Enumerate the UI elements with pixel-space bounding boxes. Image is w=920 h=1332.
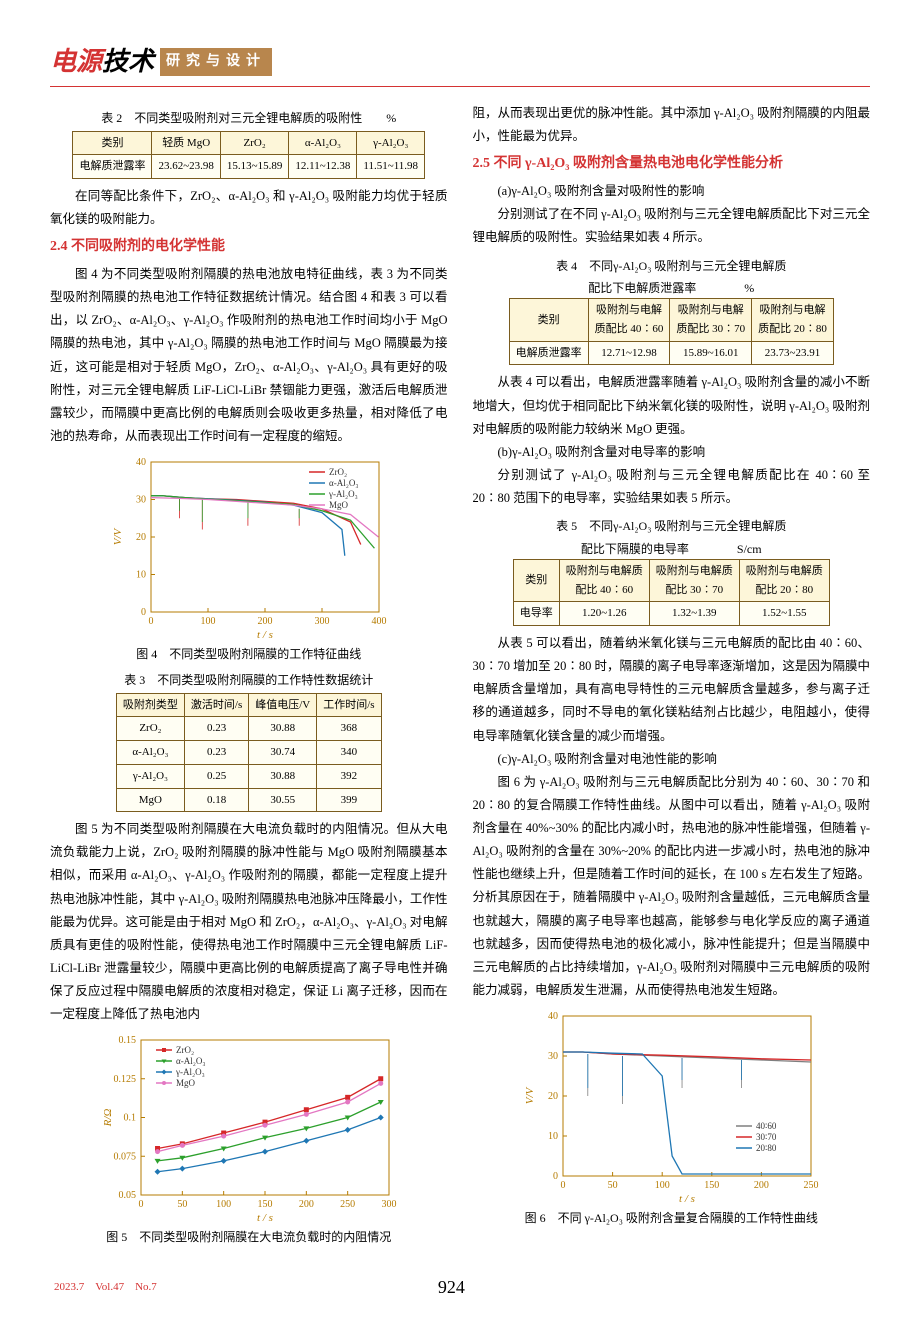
logo-red: 电源 bbox=[50, 47, 102, 76]
para: 阻，从而表现出更优的脉冲性能。其中添加 γ-Al₂O₃ 吸附剂隔膜的内阻最小，性… bbox=[473, 102, 871, 148]
svg-text:40∶60: 40∶60 bbox=[756, 1121, 777, 1131]
svg-text:300: 300 bbox=[381, 1199, 396, 1210]
para: 图 6 为 γ-Al₂O₃ 吸附剂与三元电解质配比分别为 40∶60、30∶70… bbox=[473, 771, 871, 1002]
table-4-caption-1: 表 4 不同γ-Al₂O₃ 吸附剂与三元全锂电解质 bbox=[473, 256, 871, 276]
column-category: 研究与设计 bbox=[160, 48, 272, 76]
figure-4-chart: 0 100 200 300 400 0 10 20 30 40 t / s V/V ZrO₂α-Al₂O… bbox=[109, 452, 389, 642]
table-3-caption: 表 3 不同类型吸附剂隔膜的工作特性数据统计 bbox=[50, 670, 448, 690]
para: 在同等配比条件下，ZrO₂、α-Al₂O₃ 和 γ-Al₂O₃ 吸附能力均优于轻… bbox=[50, 185, 448, 231]
svg-text:400: 400 bbox=[371, 616, 386, 627]
table-2: 表 2 不同类型吸附剂对三元全锂电解质的吸附性 % 类别轻质 MgOZrO₂α-… bbox=[50, 108, 448, 179]
svg-text:ZrO₂: ZrO₂ bbox=[176, 1045, 194, 1055]
svg-text:α-Al₂O₃: α-Al₂O₃ bbox=[329, 478, 359, 488]
figure-5-caption: 图 5 不同类型吸附剂隔膜在大电流负载时的内阻情况 bbox=[50, 1227, 448, 1247]
svg-text:V/V: V/V bbox=[524, 1087, 536, 1105]
svg-text:100: 100 bbox=[200, 616, 215, 627]
para: 图 5 为不同类型吸附剂隔膜在大电流负载时的内阻情况。但从大电流负载能力上说，Z… bbox=[50, 818, 448, 1026]
page-footer: 2023.7 Vol.47 No.7 924 bbox=[50, 1272, 870, 1303]
svg-text:100: 100 bbox=[216, 1199, 231, 1210]
svg-text:t / s: t / s bbox=[257, 629, 273, 641]
svg-text:200: 200 bbox=[299, 1199, 314, 1210]
para: 图 4 为不同类型吸附剂隔膜的热电池放电特征曲线，表 3 为不同类型吸附剂隔膜的… bbox=[50, 263, 448, 448]
left-column: 表 2 不同类型吸附剂对三元全锂电解质的吸附性 % 类别轻质 MgOZrO₂α-… bbox=[50, 102, 448, 1254]
svg-text:γ-Al₂O₃: γ-Al₂O₃ bbox=[175, 1067, 205, 1077]
figure-4-caption: 图 4 不同类型吸附剂隔膜的工作特征曲线 bbox=[50, 644, 448, 664]
svg-text:0: 0 bbox=[553, 1171, 558, 1182]
svg-text:30∶70: 30∶70 bbox=[756, 1132, 777, 1142]
section-2-5-title: 2.5 不同 γ-Al₂O₃ 吸附剂含量热电池电化学性能分析 bbox=[473, 152, 871, 176]
svg-text:0.125: 0.125 bbox=[113, 1074, 136, 1085]
svg-text:0.1: 0.1 bbox=[123, 1113, 136, 1124]
svg-text:0.15: 0.15 bbox=[118, 1035, 136, 1046]
svg-text:40: 40 bbox=[136, 457, 146, 468]
table-4-caption-2: 配比下电解质泄露率 bbox=[588, 281, 696, 295]
journal-logo: 电源技术 bbox=[50, 40, 154, 84]
figure-5-chart: 0 50 100 150 200 250 300 0.05 0.075 0.1 0.125 0.15 t… bbox=[99, 1030, 399, 1225]
svg-text:0: 0 bbox=[148, 616, 153, 627]
svg-text:20∶80: 20∶80 bbox=[756, 1143, 777, 1153]
svg-text:200: 200 bbox=[754, 1180, 769, 1191]
svg-text:MgO: MgO bbox=[329, 500, 349, 510]
logo-black: 技术 bbox=[102, 47, 154, 76]
table-5-caption-2: 配比下隔膜的电导率 bbox=[581, 542, 689, 556]
svg-text:150: 150 bbox=[705, 1180, 720, 1191]
svg-text:20: 20 bbox=[548, 1091, 558, 1102]
svg-text:R/Ω: R/Ω bbox=[102, 1109, 114, 1128]
svg-text:10: 10 bbox=[136, 570, 146, 581]
svg-text:30: 30 bbox=[136, 495, 146, 506]
para: 分别测试了 γ-Al₂O₃ 吸附剂与三元全锂电解质配比在 40∶60 至 20∶… bbox=[473, 464, 871, 510]
table-2-caption: 表 2 不同类型吸附剂对三元全锂电解质的吸附性 % bbox=[50, 108, 448, 128]
svg-text:50: 50 bbox=[608, 1180, 618, 1191]
table-4: 表 4 不同γ-Al₂O₃ 吸附剂与三元全锂电解质 配比下电解质泄露率 % 类别… bbox=[473, 256, 871, 366]
svg-text:t / s: t / s bbox=[679, 1193, 695, 1205]
figure-6-caption: 图 6 不同 γ-Al₂O₃ 吸附剂含量复合隔膜的工作特性曲线 bbox=[473, 1208, 871, 1228]
table-3: 表 3 不同类型吸附剂隔膜的工作特性数据统计 吸附剂类型激活时间/s峰值电压/V… bbox=[50, 670, 448, 812]
para: 从表 5 可以看出，随着纳米氧化镁与三元电解质的配比由 40∶60、30∶70 … bbox=[473, 632, 871, 748]
svg-text:0: 0 bbox=[561, 1180, 566, 1191]
svg-text:10: 10 bbox=[548, 1131, 558, 1142]
svg-text:t / s: t / s bbox=[257, 1212, 273, 1224]
section-2-4-title: 2.4 不同吸附剂的电化学性能 bbox=[50, 235, 448, 259]
para: 分别测试了在不同 γ-Al₂O₃ 吸附剂与三元全锂电解质配比下对三元全锂电解质的… bbox=[473, 203, 871, 249]
svg-text:MgO: MgO bbox=[176, 1078, 196, 1088]
sub-b: (b)γ-Al₂O₃ 吸附剂含量对电导率的影响 bbox=[473, 441, 871, 464]
header-bar: 电源技术 研究与设计 bbox=[50, 40, 870, 87]
svg-text:γ-Al₂O₃: γ-Al₂O₃ bbox=[328, 489, 358, 499]
svg-text:250: 250 bbox=[804, 1180, 819, 1191]
svg-text:0: 0 bbox=[138, 1199, 143, 1210]
table-5-caption-1: 表 5 不同γ-Al₂O₃ 吸附剂与三元全锂电解质 bbox=[473, 516, 871, 536]
svg-text:0: 0 bbox=[141, 607, 146, 618]
svg-text:250: 250 bbox=[340, 1199, 355, 1210]
svg-text:V/V: V/V bbox=[112, 527, 124, 545]
svg-text:40: 40 bbox=[548, 1011, 558, 1022]
footer-volume: 2023.7 Vol.47 No.7 bbox=[54, 1278, 157, 1297]
svg-text:α-Al₂O₃: α-Al₂O₃ bbox=[176, 1056, 206, 1066]
sub-a: (a)γ-Al₂O₃ 吸附剂含量对吸附性的影响 bbox=[473, 180, 871, 203]
para: 从表 4 可以看出，电解质泄露率随着 γ-Al₂O₃ 吸附剂含量的减小不断地增大… bbox=[473, 371, 871, 440]
page-number: 924 bbox=[438, 1272, 465, 1303]
svg-text:0.05: 0.05 bbox=[118, 1190, 136, 1201]
svg-text:30: 30 bbox=[548, 1051, 558, 1062]
svg-text:200: 200 bbox=[257, 616, 272, 627]
figure-6-chart: 0 50 100 150 200 250 0 10 20 30 40 t / s V/V 40∶6030∶… bbox=[521, 1006, 821, 1206]
svg-text:0.075: 0.075 bbox=[113, 1152, 136, 1163]
svg-text:100: 100 bbox=[655, 1180, 670, 1191]
right-column: 阻，从而表现出更优的脉冲性能。其中添加 γ-Al₂O₃ 吸附剂隔膜的内阻最小，性… bbox=[473, 102, 871, 1254]
svg-text:150: 150 bbox=[257, 1199, 272, 1210]
svg-text:50: 50 bbox=[177, 1199, 187, 1210]
content-columns: 表 2 不同类型吸附剂对三元全锂电解质的吸附性 % 类别轻质 MgOZrO₂α-… bbox=[50, 102, 870, 1254]
svg-text:20: 20 bbox=[136, 532, 146, 543]
sub-c: (c)γ-Al₂O₃ 吸附剂含量对电池性能的影响 bbox=[473, 748, 871, 771]
svg-text:ZrO₂: ZrO₂ bbox=[329, 467, 347, 477]
table-5: 表 5 不同γ-Al₂O₃ 吸附剂与三元全锂电解质 配比下隔膜的电导率 S/cm… bbox=[473, 516, 871, 626]
svg-text:300: 300 bbox=[314, 616, 329, 627]
